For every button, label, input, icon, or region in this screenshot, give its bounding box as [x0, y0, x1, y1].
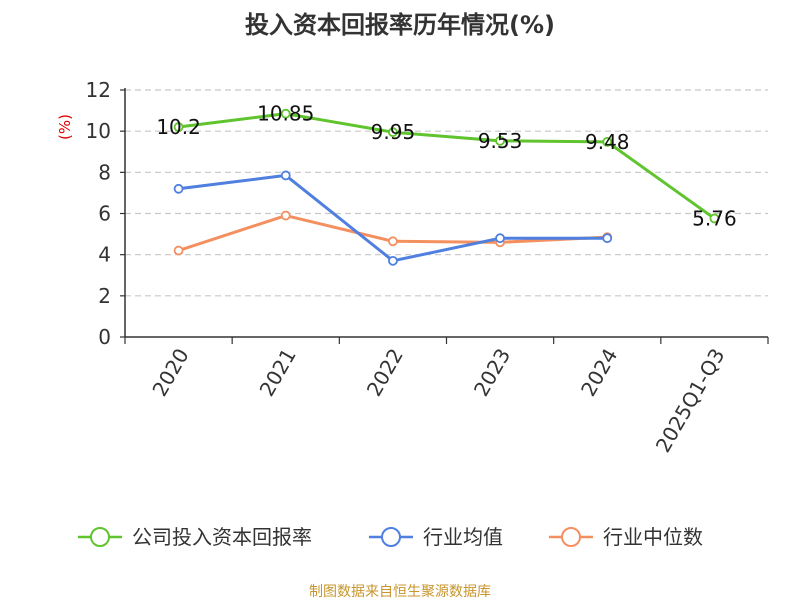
series-layer	[173, 108, 720, 266]
data-point	[388, 236, 398, 247]
legend-marker-icon	[90, 527, 110, 547]
y-tick-label: 0	[98, 325, 111, 349]
data-point	[388, 255, 398, 266]
grid-lines	[125, 89, 768, 297]
chart-title: 投入资本回报率历年情况(%)	[245, 11, 555, 39]
data-point	[709, 213, 720, 224]
x-tick-label: 2020	[147, 344, 193, 400]
legend-item[interactable]: 行业中位数	[549, 525, 703, 549]
y-tick-label: 6	[98, 202, 111, 226]
source-note: 制图数据来自恒生聚源数据库	[309, 584, 491, 600]
y-tick-label: 10	[86, 119, 111, 143]
legend-label: 行业中位数	[603, 525, 703, 549]
x-tick-label: 2024	[576, 344, 622, 400]
legend-marker-icon	[381, 527, 401, 547]
x-tick-label: 2021	[255, 344, 301, 400]
x-tick-label: 2025Q1-Q3	[651, 344, 730, 456]
data-label: 9.95	[371, 120, 416, 144]
data-label: 5.76	[692, 206, 737, 230]
data-label: 10.2	[156, 115, 201, 139]
data-point	[602, 136, 613, 147]
data-point	[495, 233, 505, 244]
y-tick-label: 4	[98, 243, 111, 267]
legend-label: 行业均值	[423, 525, 503, 549]
x-tick-label: 2023	[469, 344, 515, 400]
data-point	[173, 245, 184, 256]
data-label: 10.85	[257, 102, 314, 126]
data-point	[388, 127, 398, 138]
data-point	[173, 183, 184, 194]
data-label: 9.48	[585, 130, 630, 154]
y-axis-label: (%)	[56, 114, 74, 140]
legend-label: 公司投入资本回报率	[132, 525, 312, 549]
data-labels: 10.2 10.85 9.95 9.53 9.48 5.76	[156, 102, 736, 231]
x-tick-label: 2022	[362, 344, 408, 400]
data-point	[495, 135, 505, 146]
y-tick-label: 12	[86, 78, 111, 102]
data-point	[173, 122, 184, 132]
y-tick-label: 8	[98, 160, 111, 184]
data-point	[280, 210, 291, 221]
series-line	[178, 173, 608, 263]
legend: 公司投入资本回报率 行业均值 行业中位数	[78, 525, 703, 549]
legend-item[interactable]: 公司投入资本回报率	[78, 525, 312, 549]
data-point	[280, 170, 291, 181]
data-point	[602, 233, 613, 244]
legend-marker-icon	[561, 527, 581, 547]
data-point	[280, 108, 291, 119]
y-tick-label: 2	[98, 284, 111, 308]
data-label: 9.53	[478, 129, 523, 153]
legend-item[interactable]: 行业均值	[369, 525, 503, 549]
series-line	[178, 112, 716, 220]
